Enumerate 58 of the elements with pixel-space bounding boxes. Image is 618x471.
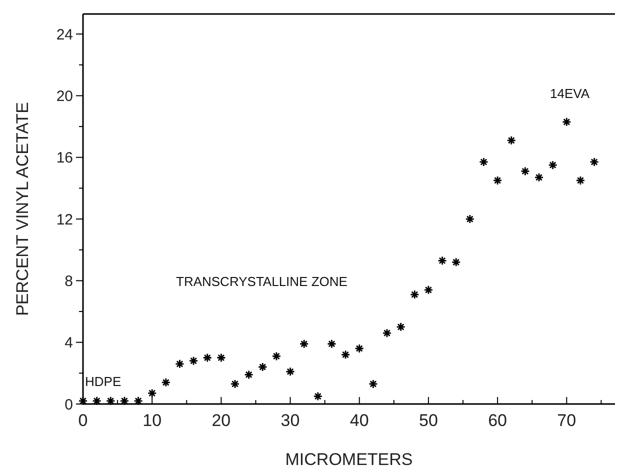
point (576, 176, 586, 186)
y-tick-label: 20 (56, 88, 73, 105)
point (161, 378, 171, 388)
point (520, 166, 530, 176)
point (258, 362, 268, 372)
annotation: 14EVA (550, 86, 590, 101)
point (451, 257, 461, 267)
x-tick-label: 10 (142, 411, 162, 430)
point (313, 392, 323, 401)
x-tick-label: 30 (280, 411, 300, 430)
y-tick-label: 24 (56, 26, 73, 44)
point (327, 339, 336, 349)
y-tick-label: 8 (64, 272, 73, 290)
point (230, 379, 240, 389)
point (548, 160, 558, 170)
point (244, 370, 254, 380)
point (368, 379, 378, 389)
point (506, 136, 516, 146)
point (340, 350, 350, 360)
point (134, 396, 143, 406)
point (175, 359, 184, 369)
point (424, 285, 434, 295)
y-tick-label: 16 (56, 150, 73, 167)
point (479, 157, 488, 167)
x-tick-label: 60 (488, 411, 508, 430)
point (120, 396, 130, 406)
y-tick-label: 12 (56, 211, 73, 228)
point (92, 396, 102, 406)
point (188, 356, 198, 366)
point (382, 328, 392, 338)
point (492, 176, 502, 186)
annotation: HDPE (85, 374, 122, 389)
point (590, 157, 599, 167)
point (147, 388, 157, 398)
point (106, 396, 116, 406)
x-tick-label: 50 (418, 411, 438, 430)
point (438, 256, 447, 266)
point (78, 396, 88, 406)
point (286, 366, 295, 376)
y-axis-title: PERCENT VINYL ACETATE (13, 102, 32, 316)
x-tick-label: 20 (212, 411, 231, 430)
point (354, 344, 364, 354)
point (396, 322, 406, 332)
point (299, 339, 309, 349)
point (562, 117, 572, 127)
x-tick-label: 70 (557, 411, 576, 430)
point (202, 353, 212, 362)
point (465, 214, 475, 224)
x-tick-label: 40 (350, 411, 369, 430)
annotation: TRANSCRYSTALLINE ZONE (176, 274, 348, 289)
point (410, 290, 420, 300)
point (534, 172, 544, 182)
point (272, 352, 282, 361)
point (216, 353, 226, 362)
x-axis-title: MICROMETERS (285, 450, 413, 469)
x-tick-label: 0 (78, 411, 88, 430)
y-tick-label: 0 (64, 396, 73, 414)
y-tick-label: 4 (64, 334, 73, 352)
